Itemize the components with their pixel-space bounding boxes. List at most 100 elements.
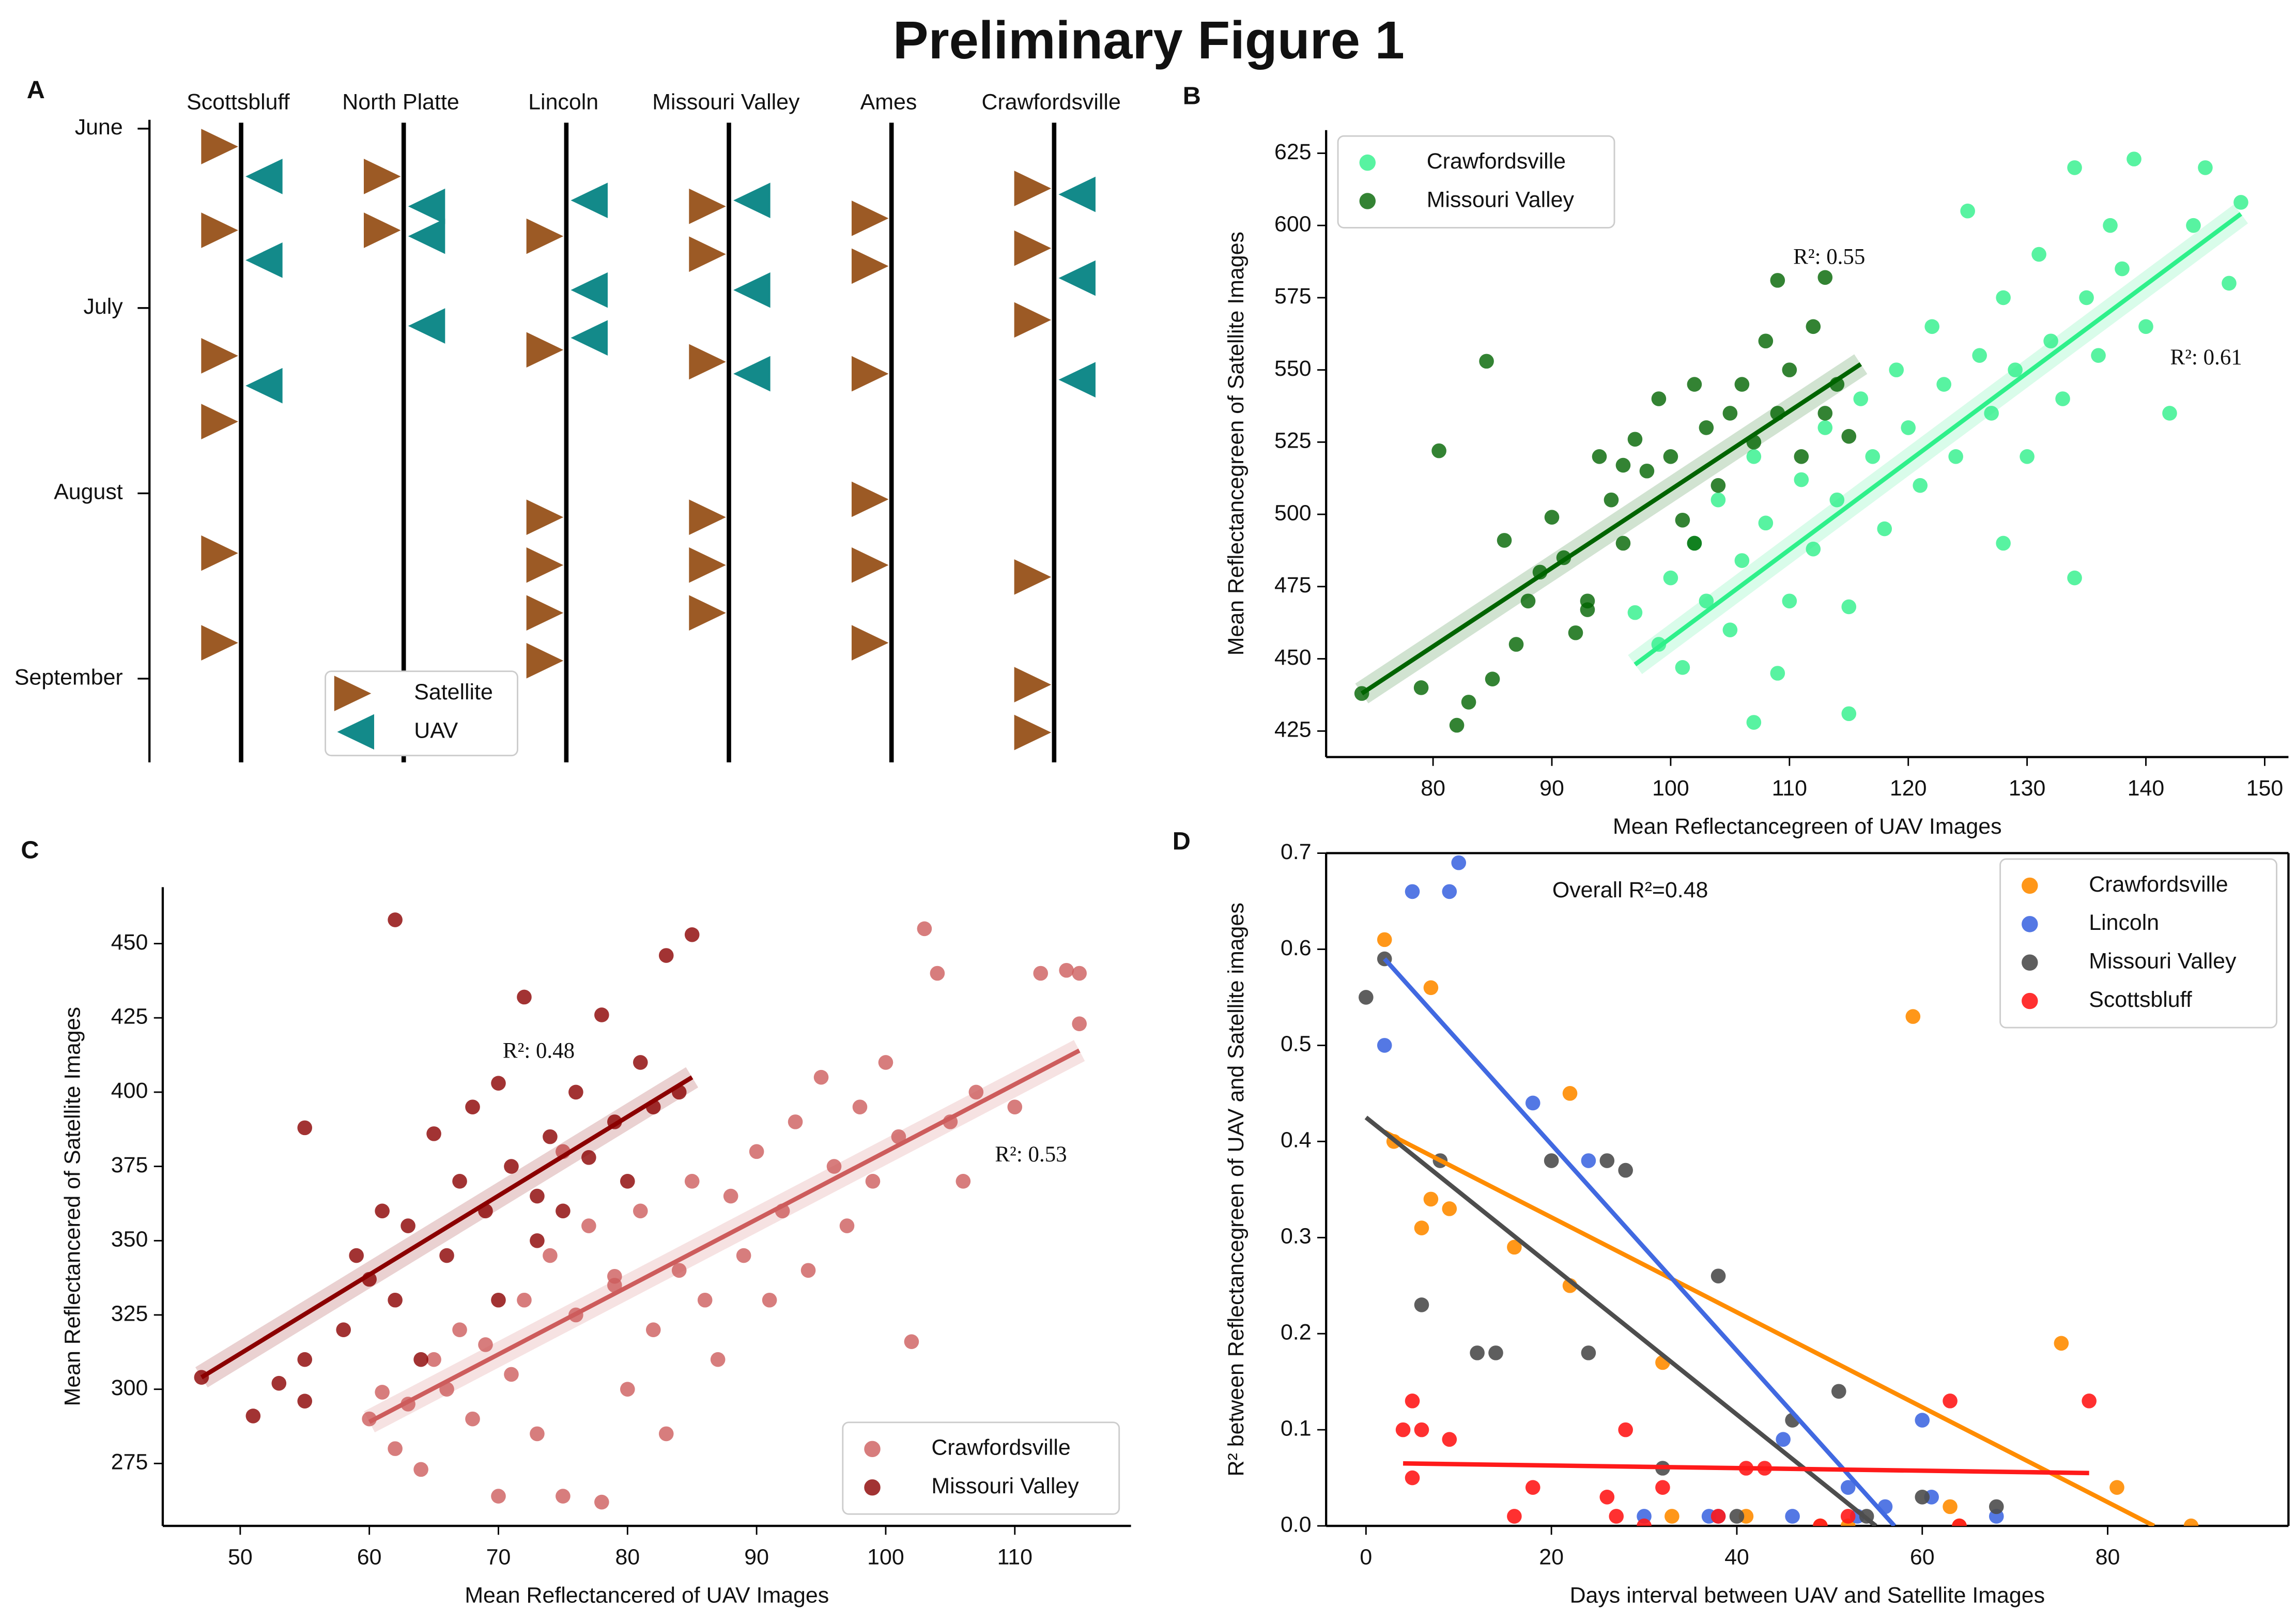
y-tick-label: 0.0 [1281,1512,1312,1537]
point [297,1352,313,1367]
point [271,1375,287,1391]
point [1989,1499,2004,1514]
flag-marker [851,547,889,583]
point [1806,319,1821,334]
point [620,1382,635,1397]
y-tick-label: July [83,294,123,319]
point [1414,1220,1429,1235]
panel-letter: A [27,76,45,104]
y-axis-title: Mean Reflectancegreen of Satellite Image… [1224,232,1249,655]
flag-marker [363,212,401,248]
y-axis-title: R² between Reflectancegreen of UAV and S… [1224,902,1249,1476]
point [620,1174,635,1189]
flag-marker [689,236,726,272]
point [504,1159,519,1174]
flag-marker [1058,176,1096,212]
point [1581,1345,1596,1360]
x-tick-label: 50 [228,1544,253,1569]
point [1853,391,1869,406]
point [1770,666,1785,681]
x-tick-label: 60 [357,1544,382,1569]
point [1544,1153,1559,1168]
point [1889,362,1904,377]
legend-label: Crawfordsville [2089,872,2228,897]
flag-marker [689,499,726,535]
point [517,1292,532,1308]
legend-box [1337,135,1615,228]
point [1609,1509,1624,1524]
point [530,1426,545,1442]
point [336,1322,351,1338]
point [1675,512,1690,528]
y-tick-label: 450 [1274,645,1312,670]
point [1423,980,1439,996]
y-tick-label: 500 [1274,500,1312,525]
site-label: Lincoln [528,90,598,115]
flag-marker [1014,559,1052,595]
point [1924,319,1939,334]
point [1687,535,1702,551]
point [1785,1509,1800,1524]
point [1618,1162,1633,1178]
point [1470,1345,1485,1360]
point [556,1203,571,1219]
legend-marker [1359,193,1376,209]
flag-marker [526,595,564,631]
y-tick-label: 425 [1274,717,1312,742]
x-tick-label: 110 [1772,776,1807,801]
x-tick-label: 20 [1539,1544,1564,1569]
point [1711,478,1726,493]
flag-marker [1058,260,1096,296]
point [1663,570,1678,586]
flag-marker [1014,714,1052,751]
legend-label: Missouri Valley [1427,187,1575,212]
point [904,1334,919,1350]
flag-marker [1014,230,1052,266]
point [710,1352,726,1367]
flag-marker [201,625,238,661]
point [1449,717,1465,733]
x-tick-label: 130 [2009,776,2046,801]
point [684,927,700,942]
point [1943,1394,1958,1409]
point [1007,1099,1023,1114]
point [594,1494,609,1510]
point [1905,1009,1921,1024]
flag-marker [1058,362,1096,397]
flag-marker [201,212,238,248]
point [1377,932,1392,947]
r2-label: R²: 0.61 [2170,345,2242,370]
point [1599,1489,1615,1505]
point [1984,406,1999,421]
flag-marker [201,129,238,164]
point [491,1489,506,1504]
site-label: Ames [860,90,917,115]
point [1841,706,1857,722]
point [1520,593,1536,609]
plot-area [1359,855,2199,1526]
point [1618,1422,1633,1437]
x-tick-label: 110 [997,1544,1033,1569]
point [1840,1480,1856,1495]
point [2055,391,2070,406]
point [2233,195,2248,210]
point [1915,1413,1930,1428]
point [878,1055,893,1070]
point [1782,362,1797,377]
legend-marker [864,1441,881,1458]
point [749,1144,764,1159]
point [452,1322,467,1338]
point [645,1322,661,1338]
x-axis-title: Mean Reflectancered of UAV Images [465,1583,829,1608]
legend-marker [2022,877,2038,894]
y-tick-label: 375 [111,1153,148,1177]
flag-marker [851,356,889,392]
point [1592,449,1607,464]
point [491,1076,506,1091]
point [1497,533,1512,548]
point [1877,521,1892,537]
point [297,1120,313,1136]
point [1413,680,1429,695]
flag-marker [571,320,608,356]
point [671,1263,687,1278]
